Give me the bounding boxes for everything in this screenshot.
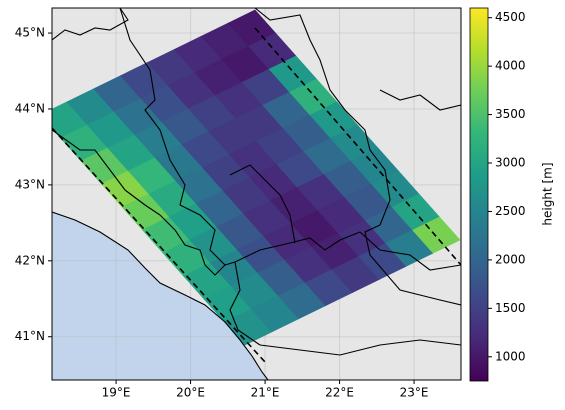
- coastline: [52, 211, 269, 380]
- colorbar-tick-label: 4500: [495, 10, 526, 24]
- y-tick-label: 41°N: [15, 329, 45, 343]
- sea: [52, 212, 268, 380]
- colorbar-tick-label: 4000: [495, 59, 526, 73]
- colorbar-tick-label: 1000: [495, 349, 526, 363]
- y-tick-label: 43°N: [15, 177, 45, 191]
- colorbar-label: height [m]: [541, 162, 555, 225]
- y-tick-label: 44°N: [15, 101, 45, 115]
- y-tick-label: 42°N: [15, 253, 45, 267]
- border: [254, 8, 461, 306]
- x-tick-label: 23°E: [400, 386, 429, 400]
- colorbar-tick-label: 3000: [495, 156, 526, 170]
- y-tick-label: 45°N: [15, 26, 45, 40]
- map-layers: [52, 8, 461, 380]
- axes-frame: [51, 7, 462, 381]
- border: [259, 339, 461, 356]
- colorbar-tick-label: 1500: [495, 301, 526, 315]
- colorbar-tick-label: 2500: [495, 204, 526, 218]
- x-tick-label: 22°E: [325, 386, 354, 400]
- swath-edge: [254, 27, 461, 266]
- border: [379, 89, 461, 111]
- border: [52, 129, 161, 216]
- border: [159, 214, 226, 276]
- colorbar-tick-label: 2000: [495, 252, 526, 266]
- border: [119, 8, 361, 266]
- x-tick-label: 20°E: [176, 386, 205, 400]
- x-tick-label: 21°E: [251, 386, 280, 400]
- border: [52, 8, 129, 41]
- colorbar: [469, 7, 489, 382]
- border: [359, 231, 461, 271]
- swath-cell: [412, 216, 461, 254]
- x-tick-label: 19°E: [102, 386, 131, 400]
- border: [229, 261, 261, 346]
- border: [229, 164, 296, 244]
- swath-edge: [52, 127, 266, 363]
- colorbar-tick-label: 3500: [495, 107, 526, 121]
